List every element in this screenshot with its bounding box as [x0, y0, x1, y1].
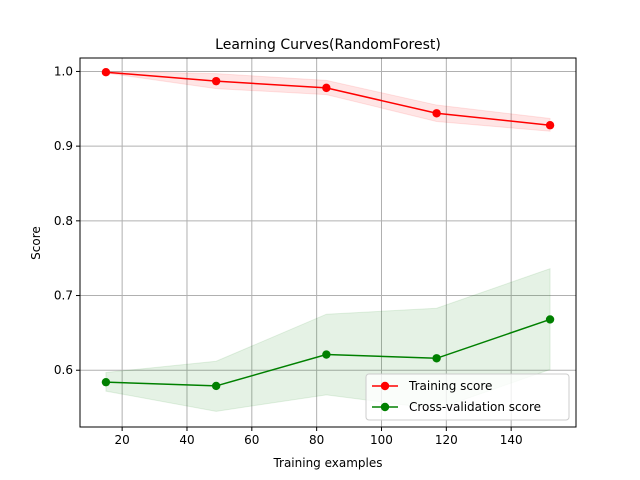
legend-marker: [380, 402, 390, 412]
y-tick-label: 0.8: [54, 214, 73, 228]
x-tick-label: 120: [435, 433, 458, 447]
data-point: [101, 67, 111, 77]
x-tick-label: 20: [115, 433, 130, 447]
y-tick-label: 1.0: [54, 64, 73, 78]
data-point: [211, 381, 221, 391]
legend-label: Cross-validation score: [409, 400, 541, 414]
legend-label: Training score: [408, 379, 492, 393]
y-tick-label: 0.7: [54, 289, 73, 303]
x-axis-ticks: 20 40 60 80 100 120 140: [115, 427, 523, 447]
data-point: [545, 121, 555, 130]
legend-box: [365, 373, 570, 421]
confidence-band: [105, 70, 551, 132]
data-point: [432, 354, 441, 363]
x-tick-label: 60: [244, 433, 259, 447]
legend: Training score Cross-validation score: [365, 373, 570, 421]
y-tick-label: 0.9: [54, 139, 73, 153]
legend-marker: [380, 381, 390, 391]
data-point: [432, 109, 441, 118]
series-points: [101, 67, 555, 391]
chart-title: Learning Curves(RandomForest): [215, 37, 441, 53]
data-point: [322, 83, 331, 93]
y-tick-label: 0.6: [54, 363, 73, 377]
y-axis-ticks: 0.6 0.7 0.8 0.9 1.0: [54, 64, 80, 377]
data-point: [545, 315, 555, 324]
x-tick-label: 40: [179, 433, 194, 447]
y-axis-label: Score: [29, 226, 43, 260]
x-tick-label: 140: [500, 433, 523, 447]
grid-lines: [80, 58, 576, 427]
data-point: [211, 76, 221, 86]
x-tick-label: 100: [370, 433, 393, 447]
plot-frame: [79, 57, 577, 428]
data-point: [322, 350, 331, 359]
data-point: [101, 377, 111, 387]
confidence-bands: [105, 70, 551, 412]
x-axis-label: Training examples: [272, 456, 382, 470]
x-tick-label: 80: [309, 433, 324, 447]
